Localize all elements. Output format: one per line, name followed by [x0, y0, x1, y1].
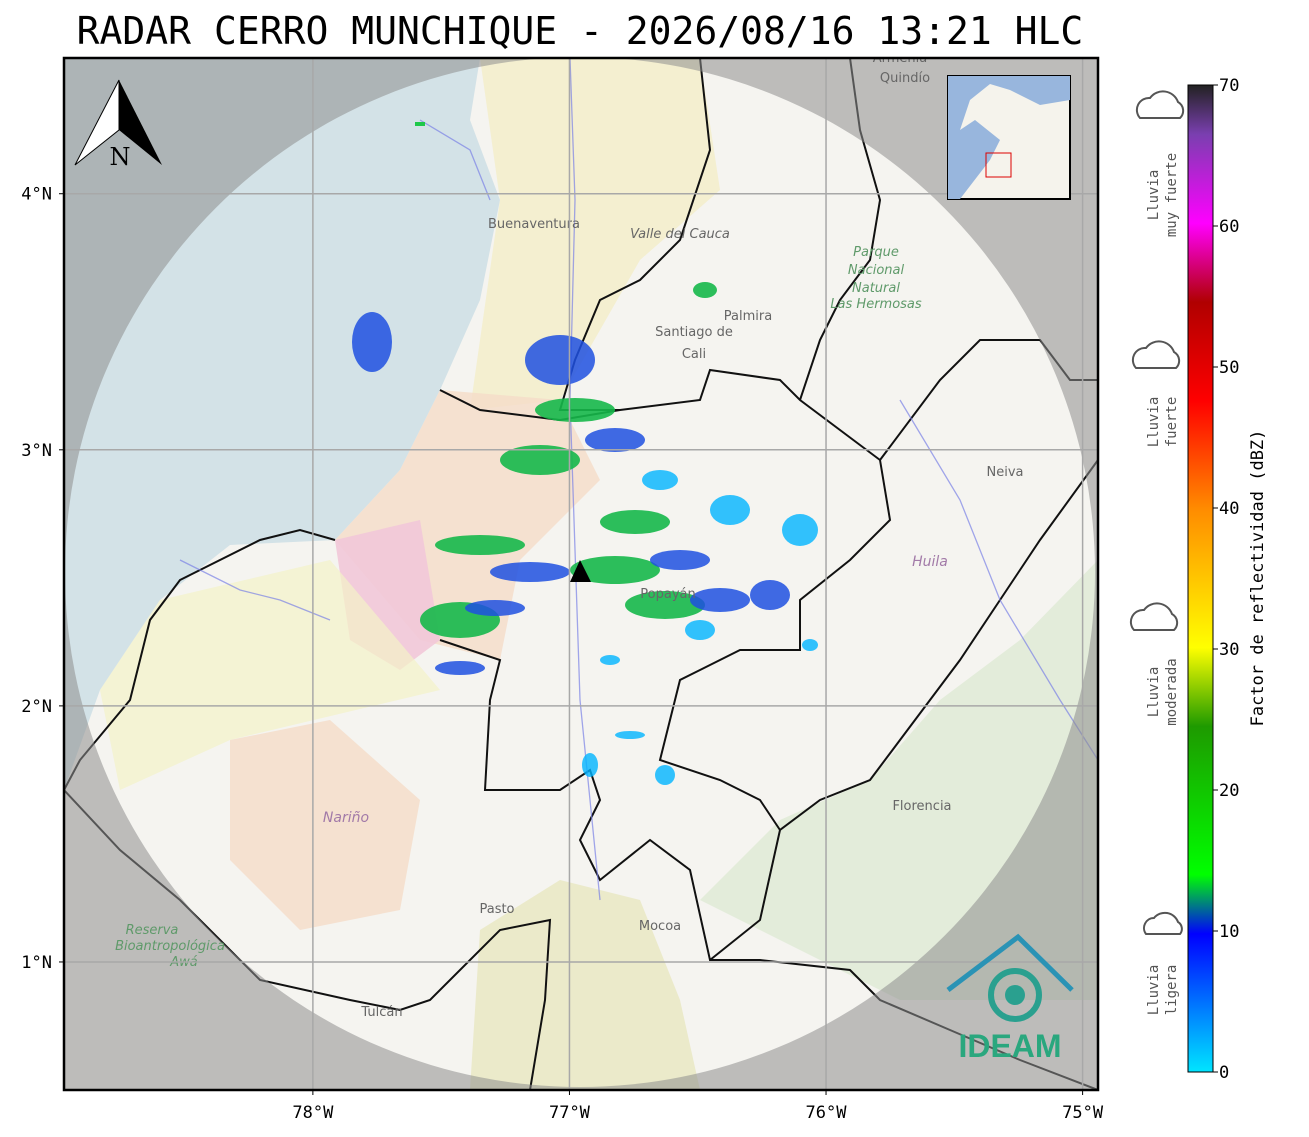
rain-label: ligera [1164, 965, 1180, 1016]
place-label: Neiva [987, 465, 1024, 480]
colorbar-tick-label: 40 [1219, 499, 1239, 519]
place-label: Armenia [873, 51, 928, 66]
logo-text: IDEAM [958, 1028, 1061, 1064]
colorbar-tick-label: 30 [1219, 640, 1239, 660]
place-label: Popayán [640, 587, 695, 602]
colorbar-tick-label: 50 [1219, 358, 1239, 378]
region [470, 880, 700, 1090]
radar-site [570, 560, 591, 582]
region [100, 560, 440, 790]
lon-tick-label: 77°W [549, 1103, 591, 1123]
colorbar-label: Factor de reflectividad (dBZ) [1248, 430, 1268, 727]
lon-tick-label: 78°W [292, 1103, 334, 1123]
rain-label: Lluvia [1146, 965, 1162, 1016]
place-label: Florencia [892, 799, 951, 814]
lon-tick-label: 76°W [806, 1103, 848, 1123]
park-label: Parque [853, 245, 899, 260]
place-label: Mocoa [639, 919, 681, 934]
lat-tick-label: 2°N [21, 697, 52, 717]
rain-label: Lluvia [1146, 170, 1162, 221]
place-label: Cali [682, 347, 706, 362]
place-label: Tulcán [360, 1005, 402, 1020]
lat-tick-label: 1°N [21, 953, 52, 973]
north-label: N [110, 143, 131, 171]
place-label: Pasto [479, 902, 514, 917]
north-arrow: N [74, 79, 162, 171]
place-labels: Buenaventura Valle del Cauca Palmira San… [115, 51, 1024, 1020]
lat-tick-label: 4°N [21, 185, 52, 205]
place-label: Buenaventura [488, 217, 580, 232]
park-label: Natural [852, 281, 900, 296]
park-label: Nacional [848, 263, 905, 278]
colorbar-tick-label: 70 [1219, 76, 1239, 96]
park-label: Las Hermosas [830, 297, 922, 312]
logo: IDEAM [946, 933, 1074, 1064]
colorbar-tick-label: 60 [1219, 217, 1239, 237]
rain-label: muy fuerte [1164, 153, 1180, 237]
inset-map [947, 75, 1071, 200]
park-label: Bioantropológica [115, 939, 225, 954]
rain-label: Lluvia [1146, 667, 1162, 718]
place-label: Palmira [724, 309, 772, 324]
place-label: Huila [912, 554, 948, 570]
map: Buenaventura Valle del Cauca Palmira San… [64, 51, 1098, 1090]
colorbar-tick-label: 10 [1219, 922, 1239, 942]
colorbar-tick-label: 20 [1219, 781, 1239, 801]
rain-label: Lluvia [1146, 397, 1162, 448]
lat-tick-label: 3°N [21, 441, 52, 461]
radar-echoes [352, 122, 818, 785]
rain-label: moderada [1164, 658, 1180, 725]
region [230, 720, 420, 930]
region [470, 58, 720, 410]
map-frame [62, 56, 1100, 1092]
title: RADAR CERRO MUNCHIQUE - 2026/08/16 13:21… [77, 9, 1084, 53]
place-label: Nariño [323, 810, 369, 826]
rain-legend: Lluvia muy fuerte Lluvia fuerte Lluvia m… [1129, 90, 1185, 1016]
place-label: Valle del Cauca [630, 227, 730, 242]
lon-tick-label: 75°W [1062, 1103, 1104, 1123]
graticule [64, 58, 1098, 1090]
place-label: Santiago de [655, 325, 733, 340]
park-label: Reserva [126, 923, 179, 938]
place-label: Quindío [880, 71, 930, 86]
rain-label: fuerte [1164, 397, 1180, 448]
colorbar [1187, 84, 1214, 1073]
colorbar-tick-label: 0 [1219, 1063, 1229, 1083]
